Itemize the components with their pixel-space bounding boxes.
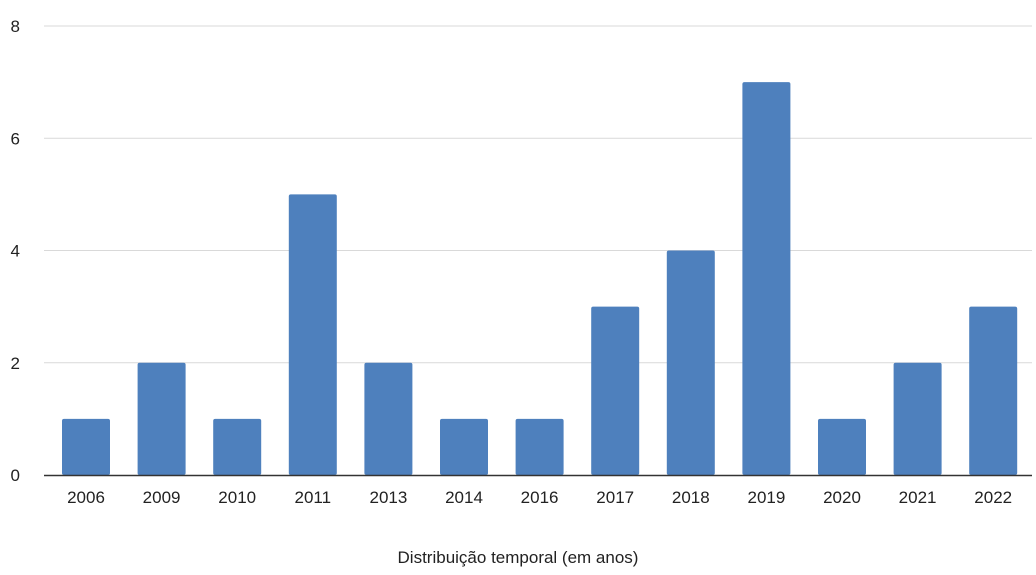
x-tick-label: 2011 [295, 488, 332, 507]
bar [288, 194, 337, 475]
bar [364, 362, 413, 475]
y-tick-label: 6 [11, 129, 20, 148]
x-tick-label: 2020 [823, 488, 861, 507]
bar [440, 418, 488, 475]
bar [818, 418, 866, 475]
x-tick-label: 2018 [672, 488, 710, 507]
bar [62, 418, 110, 475]
x-tick-label: 2009 [143, 488, 181, 507]
bar [742, 82, 791, 475]
bar [213, 418, 262, 475]
y-tick-label: 8 [11, 17, 20, 36]
x-tick-label: 2014 [445, 488, 483, 507]
y-tick-label: 4 [11, 242, 20, 261]
x-tick-label: 2019 [747, 488, 785, 507]
bars [62, 82, 1018, 475]
x-tick-label: 2016 [521, 488, 559, 507]
bar [591, 306, 640, 475]
bar [515, 418, 564, 475]
bar [137, 362, 186, 475]
x-axis-ticks: 2006 2009 2010 2011 2013 2014 2016 2017 2018 2019… [67, 488, 1012, 507]
bar [893, 362, 942, 475]
y-axis-ticks: 0 2 4 6 8 [11, 17, 20, 485]
y-tick-label: 2 [11, 354, 20, 373]
x-axis-title: Distribuição temporal (em anos) [398, 548, 639, 567]
bar [666, 250, 715, 475]
gridlines [44, 25, 1032, 364]
x-tick-label: 2017 [596, 488, 634, 507]
x-tick-label: 2021 [899, 488, 937, 507]
y-tick-label: 0 [11, 466, 20, 485]
x-tick-label: 2022 [974, 488, 1012, 507]
x-tick-label: 2010 [218, 488, 256, 507]
x-tick-label: 2006 [67, 488, 105, 507]
bar [969, 306, 1018, 475]
x-tick-label: 2013 [369, 488, 407, 507]
